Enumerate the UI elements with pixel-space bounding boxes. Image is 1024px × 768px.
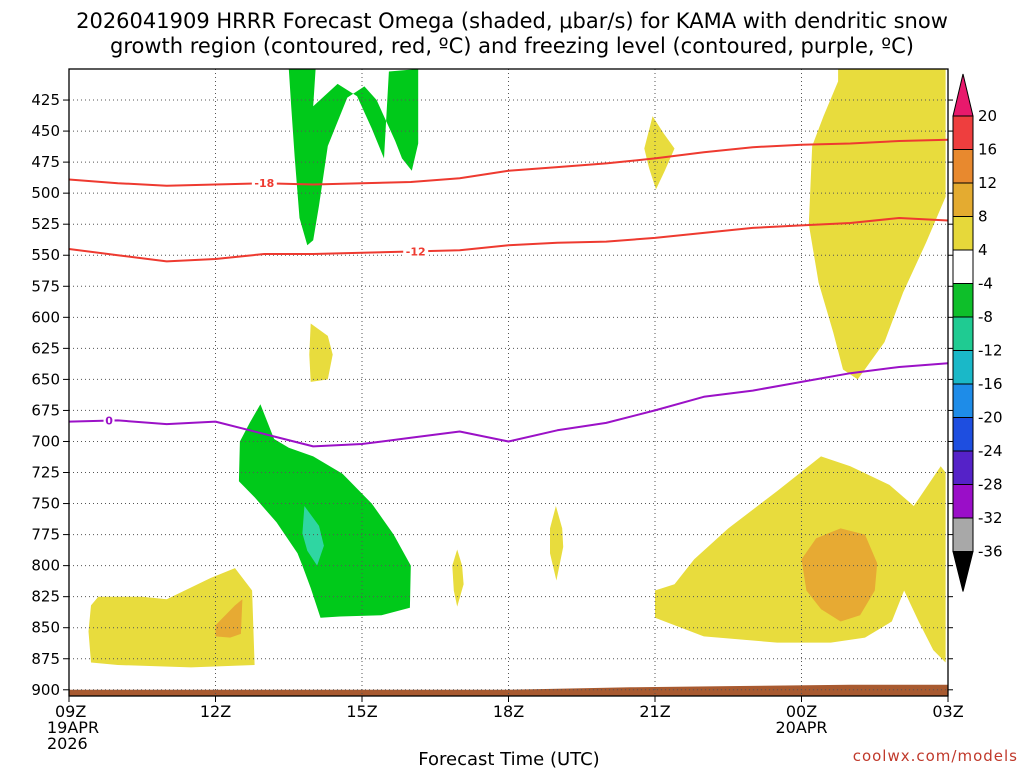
grid-lines [69, 69, 948, 696]
y-tick-label-600: 600 [31, 308, 60, 326]
x-tick-label-18Z: 18Z [493, 702, 524, 721]
colorbar-swatch-11 [952, 450, 974, 485]
y-tick-label-725: 725 [31, 464, 60, 482]
colorbar: 20 16 12 8 4 -4 -8 -12 -16 -20 -24 -28 -32 -36 [952, 73, 1003, 592]
colorbar-swatch-8 [952, 350, 974, 385]
omega-region-yellow-sw-blob [88, 568, 255, 668]
omega-shading [88, 69, 946, 668]
x-tick-label-19APR: 19APR [47, 718, 99, 737]
y-tick-label-875: 875 [31, 650, 60, 668]
x-tick-label-12Z: 12Z [200, 702, 231, 721]
omega-region-yellow-blob-14z [309, 323, 333, 382]
credit-text: coolwx.com/models [853, 747, 1018, 765]
y-tick-label-475: 475 [31, 153, 60, 171]
colorbar-label--8: -8 [978, 308, 993, 326]
contour-label-freezing-level-0: 0 [105, 415, 113, 428]
contour-freezing-level-0 [68, 362, 949, 448]
omega-region-yellow-blob-21z [644, 116, 675, 190]
colorbar-swatch-4 [952, 216, 974, 251]
omega-region-teal-core [302, 506, 324, 566]
colorbar-label--32: -32 [978, 509, 1003, 527]
contour-label-dendritic-minus-18: -18 [254, 177, 274, 190]
y-axis: 425 450 475 500 525 550 575 600 625 650 675 700 725 7… [31, 91, 953, 699]
terrain-layer [69, 684, 948, 696]
y-tick-label-650: 650 [31, 370, 60, 388]
colorbar-label--16: -16 [978, 375, 1003, 393]
ground-surface [69, 684, 948, 696]
contour-label-dendritic-minus-12: -12 [406, 245, 426, 258]
y-tick-label-500: 500 [31, 184, 60, 202]
contour-dendritic-minus-12 [68, 217, 949, 263]
x-tick-label-00Z: 00Z [786, 702, 817, 721]
colorbar-swatch-13 [952, 517, 974, 552]
contour-label-bg-freezing-level-0 [103, 414, 115, 427]
y-tick-label-575: 575 [31, 277, 60, 295]
omega-region-yellow-se-complex [655, 456, 946, 663]
y-tick-label-900: 900 [31, 681, 60, 699]
colorbar-swatch-1 [952, 115, 974, 150]
omega-region-yellow-sliver-19z [550, 506, 564, 581]
y-tick-label-625: 625 [31, 339, 60, 357]
title-line-1: 2026041909 HRRR Forecast Omega (shaded, … [76, 9, 948, 33]
colorbar-label-20: 20 [978, 107, 997, 125]
y-tick-label-425: 425 [31, 91, 60, 109]
colorbar-label-8: 8 [978, 208, 988, 226]
omega-region-yellow-sliver-17z [452, 549, 464, 607]
colorbar-swatch-3 [952, 182, 974, 217]
omega-region-green-upper-column [288, 69, 419, 246]
x-tick-label-09Z: 09Z [55, 702, 86, 721]
y-tick-label-450: 450 [31, 122, 60, 140]
colorbar-swatch-2 [952, 149, 974, 184]
y-tick-label-525: 525 [31, 215, 60, 233]
x-tick-label-20APR: 20APR [775, 718, 827, 737]
colorbar-label--36: -36 [978, 543, 1003, 561]
colorbar-label--24: -24 [978, 442, 1003, 460]
contour-dendritic-minus-18 [68, 138, 949, 187]
colorbar-label--28: -28 [978, 476, 1003, 494]
colorbar-swatch-12 [952, 484, 974, 519]
title-line-2: growth region (contoured, red, ºC) and f… [110, 34, 914, 58]
omega-region-green-lower-lobe [238, 404, 411, 618]
colorbar-swatch-6 [952, 283, 974, 318]
y-tick-label-850: 850 [31, 619, 60, 637]
y-tick-label-750: 750 [31, 495, 60, 513]
colorbar-swatch-7 [952, 316, 974, 351]
x-tick-label-2026: 2026 [47, 734, 88, 753]
y-tick-label-800: 800 [31, 557, 60, 575]
contour-lines: -18 -12 0 [68, 138, 949, 448]
x-tick-label-15Z: 15Z [346, 702, 377, 721]
y-tick-label-675: 675 [31, 401, 60, 419]
colorbar-top-arrow [952, 73, 974, 117]
omega-region-orange-core-se [801, 528, 878, 622]
colorbar-label--12: -12 [978, 342, 1003, 360]
colorbar-label-4: 4 [978, 241, 988, 259]
colorbar-label-16: 16 [978, 141, 997, 159]
x-tick-label-03Z: 03Z [932, 702, 963, 721]
x-tick-label-21Z: 21Z [639, 702, 670, 721]
contour-label-bg-dendritic-minus-18 [251, 177, 277, 190]
colorbar-swatch-9 [952, 383, 974, 418]
y-tick-label-550: 550 [31, 246, 60, 264]
colorbar-bottom-arrow [952, 551, 974, 592]
omega-region-orange-core-sw [215, 599, 243, 638]
colorbar-label--4: -4 [978, 275, 993, 293]
contour-label-bg-dendritic-minus-12 [403, 245, 429, 258]
x-axis-title: Forecast Time (UTC) [418, 749, 599, 768]
y-tick-label-775: 775 [31, 526, 60, 544]
colorbar-swatch-10 [952, 417, 974, 452]
colorbar-swatch-5 [952, 249, 974, 284]
colorbar-label-12: 12 [978, 174, 997, 192]
y-tick-label-825: 825 [31, 588, 60, 606]
y-tick-label-700: 700 [31, 432, 60, 450]
colorbar-label--20: -20 [978, 409, 1003, 427]
